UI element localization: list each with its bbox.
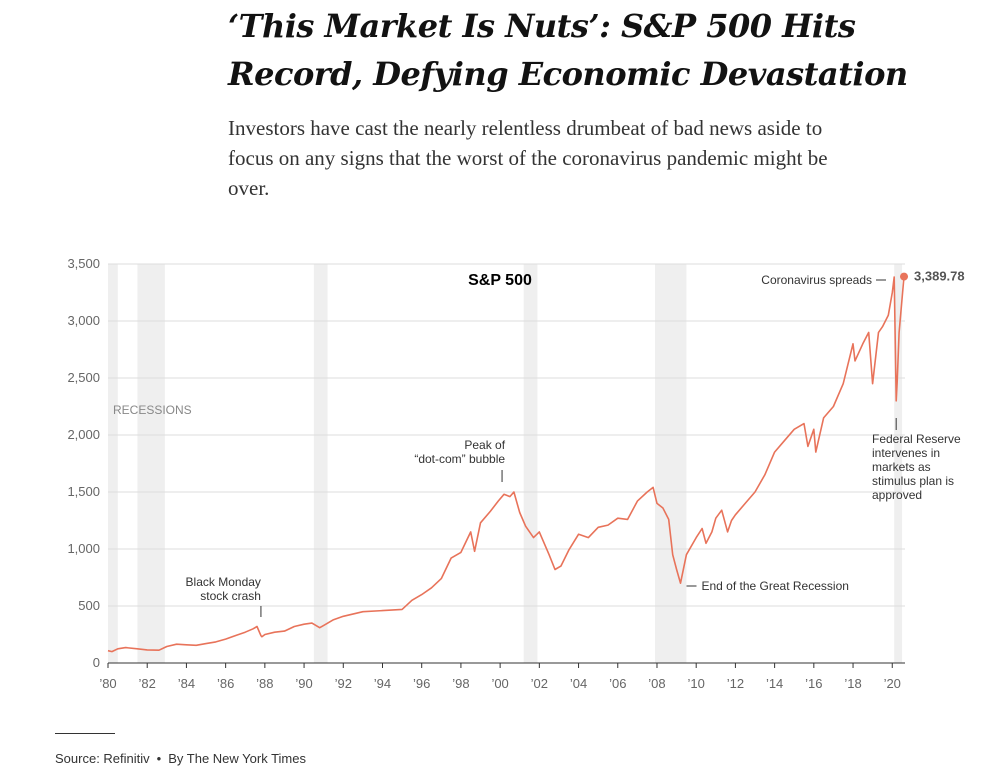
x-tick-label: ’88: [256, 676, 273, 690]
recession-band: [894, 264, 903, 663]
y-tick-label: 1,500: [67, 484, 100, 499]
gridlines: [108, 263, 905, 664]
x-tick-label: ’86: [217, 676, 234, 690]
x-tick-label: ’84: [178, 676, 195, 690]
source-separator: •: [156, 751, 162, 766]
x-axis-ticks: ’80 ’82 ’84 ’86 ’88 ’90 ’92 ’94 ’96 ’98 ’00 ’02 ’04 ’…: [99, 663, 901, 690]
y-tick-label: 2,500: [67, 370, 100, 385]
source-line: Source: Refinitiv • By The New York Times: [55, 751, 306, 766]
chart-title: S&P 500: [468, 272, 532, 289]
y-axis-ticks: 0 500 1,000 1,500 2,000 2,500 3,000 3,500: [67, 256, 100, 670]
x-tick-label: ’94: [374, 676, 391, 690]
y-tick-label: 3,500: [67, 256, 100, 271]
sp500-series-line: [107, 276, 905, 653]
x-tick-label: ’10: [688, 676, 705, 690]
x-tick-label: ’00: [491, 676, 508, 690]
x-tick-label: ’98: [452, 676, 469, 690]
y-tick-label: 1,000: [67, 541, 100, 556]
x-tick-label: ’18: [844, 676, 861, 690]
annotation-federal-reserve: Federal Reserve: [872, 432, 961, 446]
annotation-coronavirus: Coronavirus spreads: [761, 273, 872, 287]
recession-band: [137, 264, 165, 663]
x-tick-label: ’92: [335, 676, 352, 690]
annotation-black-monday: Black Monday: [186, 575, 261, 589]
x-tick-label: ’90: [295, 676, 312, 690]
headline: ‘This Market Is Nuts’: S&P 500 Hits Reco…: [228, 7, 908, 93]
annotation-great-recession-end: End of the Great Recession: [702, 579, 849, 593]
x-tick-label: ’06: [609, 676, 626, 690]
source-rule: [55, 733, 115, 734]
recession-bands: [108, 264, 903, 663]
x-tick-label: ’12: [727, 676, 744, 690]
annotation-federal-reserve: markets as: [872, 460, 931, 474]
y-tick-label: 3,000: [67, 313, 100, 328]
recession-band: [523, 264, 538, 663]
dek: Investors have cast the nearly relentles…: [228, 116, 828, 200]
x-tick-label: ’82: [139, 676, 156, 690]
annotation-federal-reserve: stimulus plan is: [872, 474, 954, 488]
latest-value-dot: [900, 272, 909, 281]
latest-value-label: 3,389.78: [914, 269, 965, 284]
y-tick-label: 0: [93, 655, 100, 670]
byline: By The New York Times: [168, 751, 306, 766]
annotation-federal-reserve: intervenes in: [872, 446, 940, 460]
x-tick-label: ’80: [99, 676, 116, 690]
source-text: Source: Refinitiv: [55, 751, 150, 766]
x-tick-label: ’96: [413, 676, 430, 690]
x-tick-label: ’16: [805, 676, 822, 690]
recession-band: [313, 264, 328, 663]
x-tick-label: ’14: [766, 676, 783, 690]
recession-band: [108, 264, 118, 663]
annotation-federal-reserve: approved: [872, 488, 922, 502]
x-tick-label: ’20: [884, 676, 901, 690]
annotation-black-monday: stock crash: [200, 589, 261, 603]
y-tick-label: 500: [78, 598, 100, 613]
x-tick-label: ’02: [531, 676, 548, 690]
annotation-dotcom-peak: Peak of: [464, 438, 505, 452]
recessions-label: RECESSIONS: [113, 403, 192, 417]
x-tick-label: ’04: [570, 676, 587, 690]
x-tick-label: ’08: [648, 676, 665, 690]
recession-band: [655, 264, 687, 663]
y-tick-label: 2,000: [67, 427, 100, 442]
annotation-dotcom-peak: “dot-com” bubble: [414, 452, 505, 466]
